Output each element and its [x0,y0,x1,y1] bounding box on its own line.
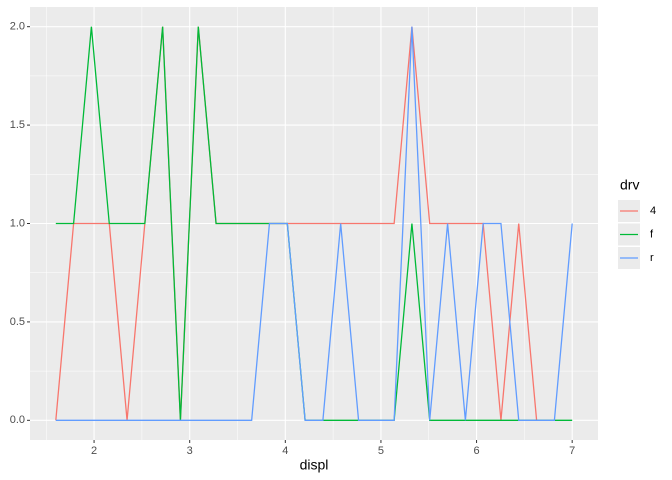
series-line [55,26,573,421]
legend-label: 4 [650,205,656,217]
y-tick-label: 2.0 [10,21,25,33]
x-axis-title: displ [300,457,329,473]
x-tick-label: 6 [473,445,479,457]
x-tick-label: 3 [187,445,193,457]
x-tick-label: 4 [282,445,288,457]
legend: 4 fr [618,200,656,269]
y-tick-label: 1.0 [10,217,25,229]
series-line [55,26,538,421]
x-tick-label: 2 [91,445,97,457]
x-tick-label: 5 [378,445,384,457]
legend-title: drv [620,177,639,193]
legend-label: f [650,228,654,240]
y-tick-label: 0.0 [10,414,25,426]
lines [55,26,573,421]
legend-label: r [650,252,654,264]
y-tick-label: 1.5 [10,119,25,131]
y-tick-label: 0.5 [10,316,25,328]
x-tick-label: 7 [569,445,575,457]
